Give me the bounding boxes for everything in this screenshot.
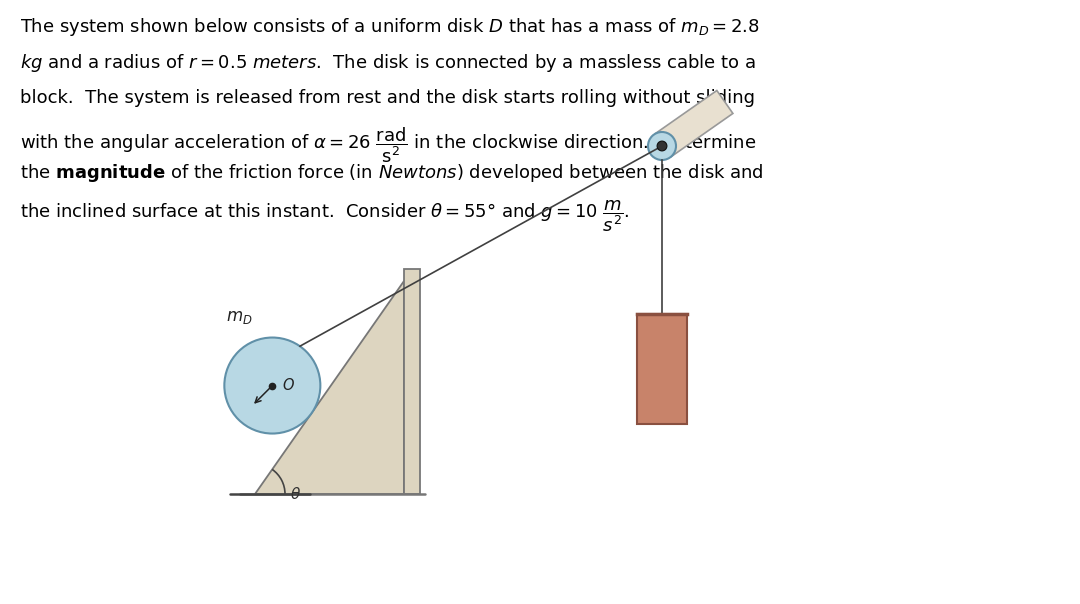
- Text: $\mathit{kg}$ and a radius of $r = 0.5$ $\mathit{meters}$.  The disk is connecte: $\mathit{kg}$ and a radius of $r = 0.5$ …: [21, 53, 756, 74]
- Text: the $\mathbf{magnitude}$ of the friction force (in $\mathit{Newtons}$) developed: the $\mathbf{magnitude}$ of the friction…: [21, 162, 764, 184]
- Polygon shape: [656, 91, 733, 156]
- Text: $m_D$: $m_D$: [227, 307, 253, 326]
- Circle shape: [648, 132, 676, 160]
- Polygon shape: [404, 269, 420, 494]
- Circle shape: [657, 141, 667, 151]
- Text: the inclined surface at this instant.  Consider $\theta = 55°$ and $g = 10\ \dfr: the inclined surface at this instant. Co…: [21, 199, 630, 234]
- Bar: [637, 314, 687, 424]
- Text: with the angular acceleration of $\alpha = 26\ \dfrac{\rm rad}{s^2}$ in the cloc: with the angular acceleration of $\alpha…: [21, 126, 756, 165]
- Text: block.  The system is released from rest and the disk starts rolling without sli: block. The system is released from rest …: [21, 89, 755, 107]
- Circle shape: [225, 338, 321, 434]
- Text: The system shown below consists of a uniform disk $\mathit{D}$ that has a mass o: The system shown below consists of a uni…: [21, 16, 759, 38]
- Text: $\theta$: $\theta$: [291, 486, 301, 502]
- Text: $O$: $O$: [282, 376, 295, 393]
- Polygon shape: [255, 281, 404, 494]
